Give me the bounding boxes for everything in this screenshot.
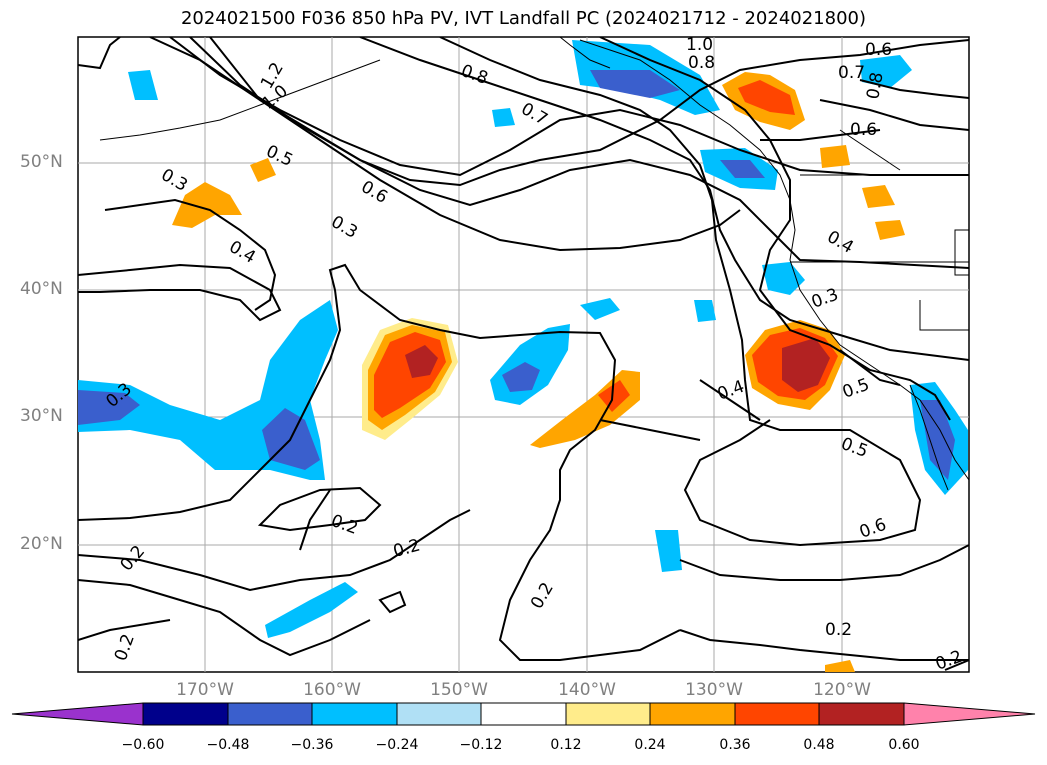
colorbar-tick: 0.36 [719,737,751,753]
colorbar-tick: −0.60 [121,737,165,753]
contour-label: 0.2 [825,620,852,640]
colorbar-segment [227,702,313,726]
colorbar-segment [565,702,651,726]
colorbar [11,702,1036,726]
contour-label: 0.8 [863,71,887,101]
coastlines [99,37,969,491]
colorbar-segment [734,702,820,726]
map-title: 2024021500 F036 850 hPa PV, IVT Landfall… [180,8,867,29]
positive-anomalies [172,72,905,672]
colorbar-tick: 0.48 [803,737,835,753]
lat-label-40n: 40°N [20,279,63,299]
colorbar-tick: −0.12 [459,737,503,753]
colorbar-tick: 0.12 [550,737,582,753]
colorbar-segment [480,702,567,726]
colorbar-segment [142,702,229,726]
lon-label-150w: 150°W [430,680,488,700]
colorbar-segment [396,702,482,726]
colorbar-segment [311,702,398,726]
colorbar-segment [649,702,736,726]
lon-label-120w: 120°W [813,680,871,700]
colorbar-segment [818,702,905,726]
lon-label-140w: 140°W [558,680,616,700]
lon-label-160w: 160°W [303,680,361,700]
lat-label-20n: 20°N [20,534,63,554]
lat-label-30n: 30°N [20,406,63,426]
contour-label: 0.7 [838,63,865,83]
colorbar-tick: −0.48 [206,737,250,753]
colorbar-tick: −0.36 [290,737,334,753]
colorbar-high-arrow [903,702,1036,726]
contour-label: 1.0 [686,35,713,55]
contour-label: 0.6 [850,120,877,140]
contour-label: 0.8 [688,53,715,73]
lat-label-50n: 50°N [20,152,63,172]
colorbar-low-arrow [11,702,144,726]
colorbar-tick: 0.60 [888,737,920,753]
negative-anomalies [78,40,968,638]
colorbar-tick: 0.24 [634,737,666,753]
contour-label: 0.6 [865,40,892,60]
lon-label-170w: 170°W [176,680,234,700]
colorbar-tick: −0.24 [375,737,419,753]
lon-label-130w: 130°W [685,680,743,700]
pv-contours [78,37,969,671]
